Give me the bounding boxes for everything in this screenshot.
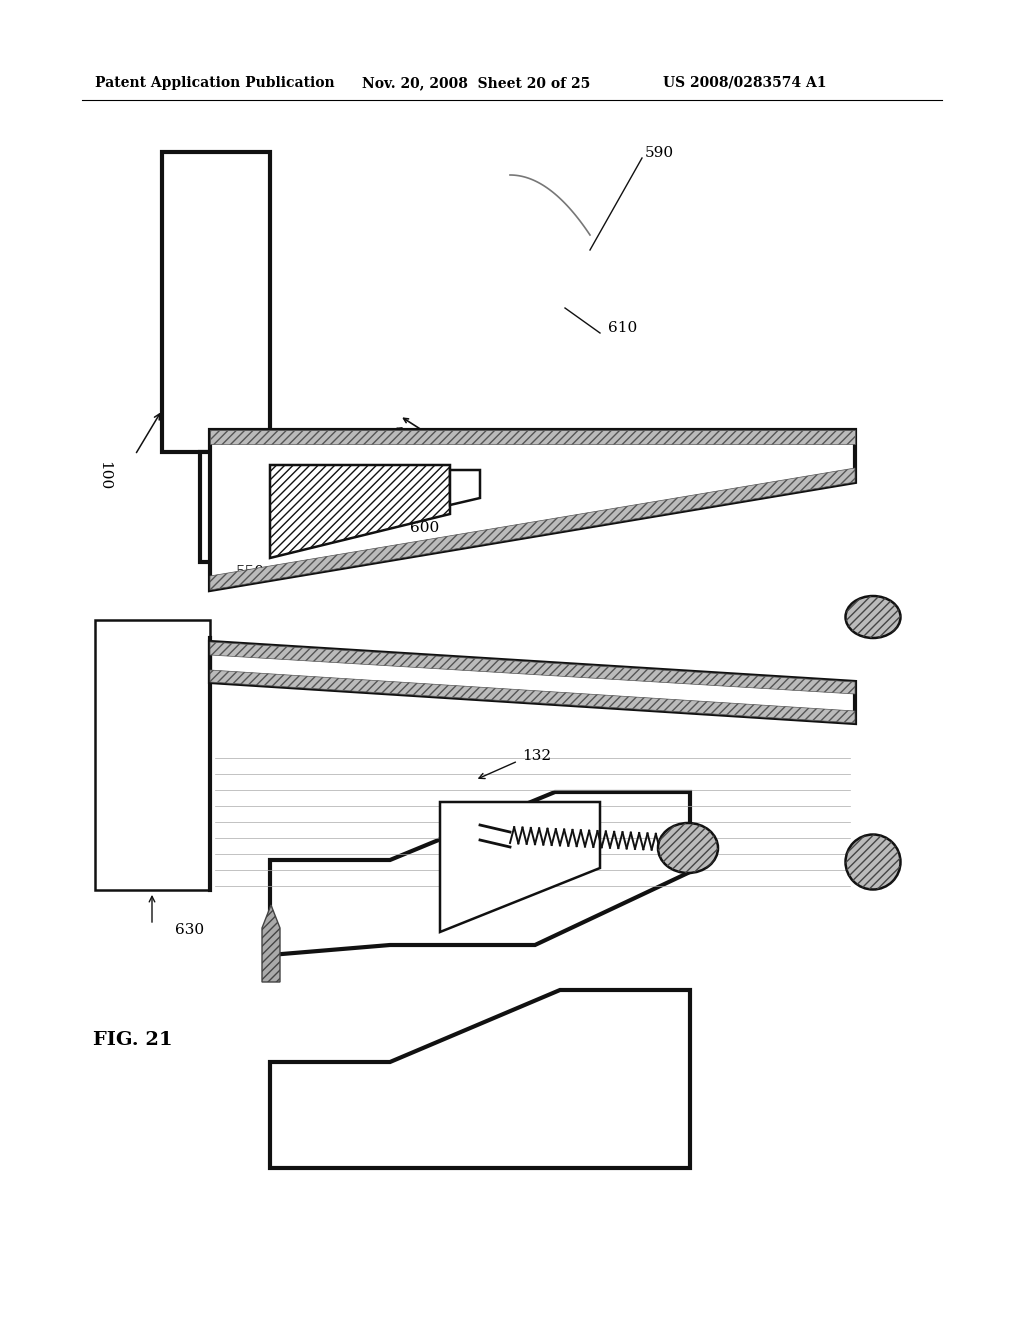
Polygon shape: [270, 990, 690, 1168]
Bar: [162, 152, 270, 451]
Bar: [95, 620, 210, 890]
Ellipse shape: [846, 834, 900, 890]
Polygon shape: [262, 906, 280, 982]
Text: Nov. 20, 2008  Sheet 20 of 25: Nov. 20, 2008 Sheet 20 of 25: [362, 77, 590, 90]
Text: 610: 610: [608, 321, 637, 335]
Text: 550: 550: [236, 565, 264, 579]
Text: 630: 630: [175, 923, 204, 937]
Polygon shape: [210, 469, 855, 590]
Polygon shape: [210, 671, 855, 723]
Text: 600: 600: [410, 521, 439, 535]
Text: 132: 132: [522, 748, 551, 763]
Polygon shape: [270, 792, 690, 954]
Polygon shape: [210, 430, 855, 444]
Text: US 2008/0283574 A1: US 2008/0283574 A1: [663, 77, 826, 90]
Polygon shape: [270, 465, 450, 558]
Ellipse shape: [658, 822, 718, 873]
Text: 540: 540: [310, 506, 339, 519]
Polygon shape: [210, 642, 855, 723]
Text: 100: 100: [97, 462, 111, 491]
Polygon shape: [450, 470, 480, 506]
Ellipse shape: [846, 597, 900, 638]
Polygon shape: [440, 803, 600, 932]
Polygon shape: [210, 430, 855, 590]
Text: Patent Application Publication: Patent Application Publication: [95, 77, 335, 90]
Text: 590: 590: [645, 147, 674, 160]
Bar: [200, 451, 236, 562]
Text: FIG. 21: FIG. 21: [93, 1031, 173, 1049]
Polygon shape: [210, 642, 855, 694]
